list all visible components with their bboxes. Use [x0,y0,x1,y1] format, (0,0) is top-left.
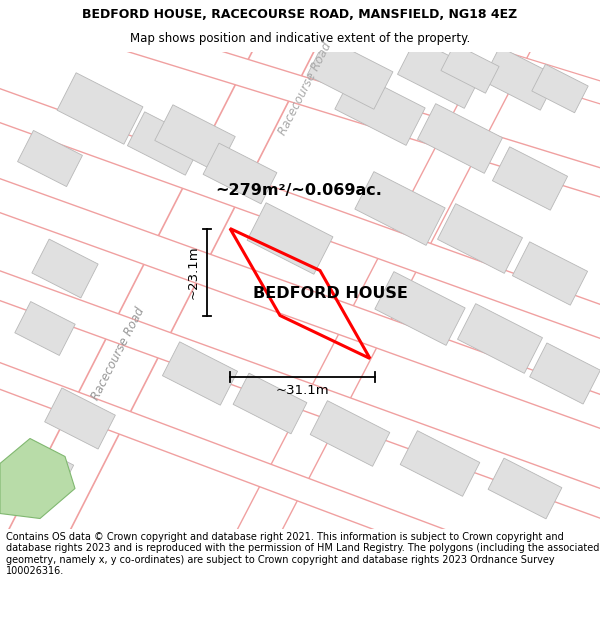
Polygon shape [203,143,277,204]
Polygon shape [17,131,82,187]
Polygon shape [335,72,425,146]
Polygon shape [0,439,75,519]
Polygon shape [375,272,465,346]
Polygon shape [44,388,115,449]
Text: ~23.1m: ~23.1m [187,245,199,299]
Polygon shape [437,204,523,273]
Polygon shape [441,44,499,93]
Polygon shape [0,357,600,620]
Polygon shape [247,202,333,274]
Polygon shape [5,0,329,561]
Text: Map shows position and indicative extent of the property.: Map shows position and indicative extent… [130,32,470,45]
Polygon shape [233,373,307,434]
Polygon shape [488,458,562,519]
Polygon shape [482,47,557,110]
Polygon shape [532,64,588,112]
Polygon shape [155,105,235,172]
Polygon shape [310,401,390,466]
Polygon shape [0,0,600,109]
Polygon shape [398,39,482,108]
Polygon shape [16,443,74,494]
Polygon shape [530,343,600,404]
Polygon shape [307,38,393,109]
Polygon shape [512,242,587,305]
Polygon shape [493,147,568,210]
Polygon shape [400,431,480,496]
Polygon shape [127,112,203,175]
Text: BEDFORD HOUSE, RACECOURSE ROAD, MANSFIELD, NG18 4EZ: BEDFORD HOUSE, RACECOURSE ROAD, MANSFIEL… [82,8,518,21]
Polygon shape [355,172,445,246]
Polygon shape [32,239,98,298]
Polygon shape [0,174,600,434]
Polygon shape [232,0,548,558]
Text: Racecourse Road: Racecourse Road [89,305,147,402]
Text: Racecourse Road: Racecourse Road [276,40,334,137]
Text: ~279m²/~0.069ac.: ~279m²/~0.069ac. [215,184,382,199]
Polygon shape [0,84,600,344]
Text: ~31.1m: ~31.1m [275,384,329,397]
Polygon shape [15,301,75,356]
Text: Contains OS data © Crown copyright and database right 2021. This information is : Contains OS data © Crown copyright and d… [6,532,599,576]
Polygon shape [0,266,600,524]
Text: BEDFORD HOUSE: BEDFORD HOUSE [253,286,407,301]
Polygon shape [458,304,542,373]
Polygon shape [418,104,502,173]
Polygon shape [163,342,238,405]
Polygon shape [0,0,600,202]
Polygon shape [57,72,143,144]
